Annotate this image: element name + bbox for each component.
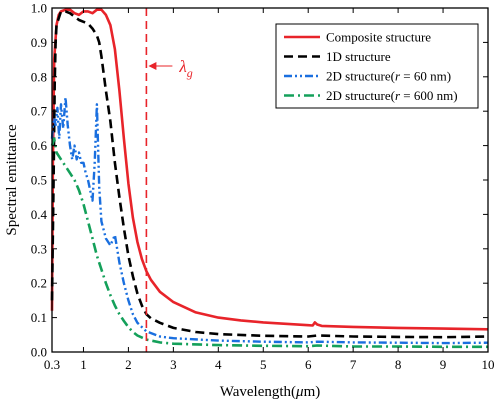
legend-label-italic: r xyxy=(395,69,401,84)
x-tick-label: 7 xyxy=(350,357,357,372)
lambda-g-annotation: λg xyxy=(148,57,193,80)
x-tick-label: 0.3 xyxy=(44,357,60,372)
x-tick-label: 5 xyxy=(260,357,267,372)
y-tick-label: 0.0 xyxy=(31,345,47,360)
y-tick-label: 0.3 xyxy=(31,241,47,256)
series-layer xyxy=(50,8,489,349)
series-line-3 xyxy=(50,137,488,349)
x-axis-label-mu: μ xyxy=(295,384,304,400)
x-tick-label: 8 xyxy=(395,357,402,372)
legend-label-suffix: = 60 nm) xyxy=(400,69,451,84)
legend-label-prefix: 2D structure( xyxy=(326,88,395,103)
lambda-symbol: λ xyxy=(178,57,186,76)
legend-label-3: 2D structure(r = 600 nm) xyxy=(326,88,458,103)
y-tick-label: 0.1 xyxy=(31,310,47,325)
y-tick-label: 1.0 xyxy=(31,1,47,16)
x-tick-label: 10 xyxy=(482,357,495,372)
legend: Composite structure 1D structure 2D struct… xyxy=(275,23,479,109)
x-tick-label: 4 xyxy=(215,357,222,372)
x-axis-label: Wavelength(μm) xyxy=(220,384,320,400)
x-tick-label: 2 xyxy=(125,357,132,372)
y-tick-label: 0.8 xyxy=(31,69,47,84)
y-tick-label: 0.6 xyxy=(31,138,48,153)
x-tick-label: 6 xyxy=(305,357,312,372)
lambda-arrow-head xyxy=(148,62,157,70)
y-tick-label: 0.9 xyxy=(31,35,47,50)
lambda-g-label: λg xyxy=(178,57,192,80)
x-tick-label: 1 xyxy=(80,357,87,372)
y-axis-label: Spectral emittance xyxy=(4,124,20,236)
axes-layer: 0.3 1 2 3 4 5 6 7 8 9 10 0.0 0.1 0.2 0.3 0.4 0.5 0.6 0.7 0.… xyxy=(31,1,495,373)
x-axis-label-suffix: m) xyxy=(304,384,321,400)
y-tick-label: 0.2 xyxy=(31,276,47,291)
lambda-subscript: g xyxy=(187,66,193,80)
series-line-0 xyxy=(50,8,489,331)
legend-label-suffix: = 600 nm) xyxy=(400,88,458,103)
series-line-2 xyxy=(50,96,489,345)
legend-label-2: 2D structure(r = 60 nm) xyxy=(326,69,451,84)
legend-label-1: 1D structure xyxy=(326,49,391,64)
legend-label-prefix: 2D structure( xyxy=(326,69,395,84)
legend-label-italic: r xyxy=(395,88,401,103)
y-tick-label: 0.4 xyxy=(31,207,48,222)
y-tick-label: 0.5 xyxy=(31,173,47,188)
legend-label-0: Composite structure xyxy=(326,30,431,45)
series-line-1 xyxy=(50,10,489,339)
y-tick-label: 0.7 xyxy=(31,104,48,119)
x-tick-label: 3 xyxy=(170,357,177,372)
x-axis-label-prefix: Wavelength( xyxy=(220,384,296,400)
x-tick-label: 9 xyxy=(440,357,447,372)
